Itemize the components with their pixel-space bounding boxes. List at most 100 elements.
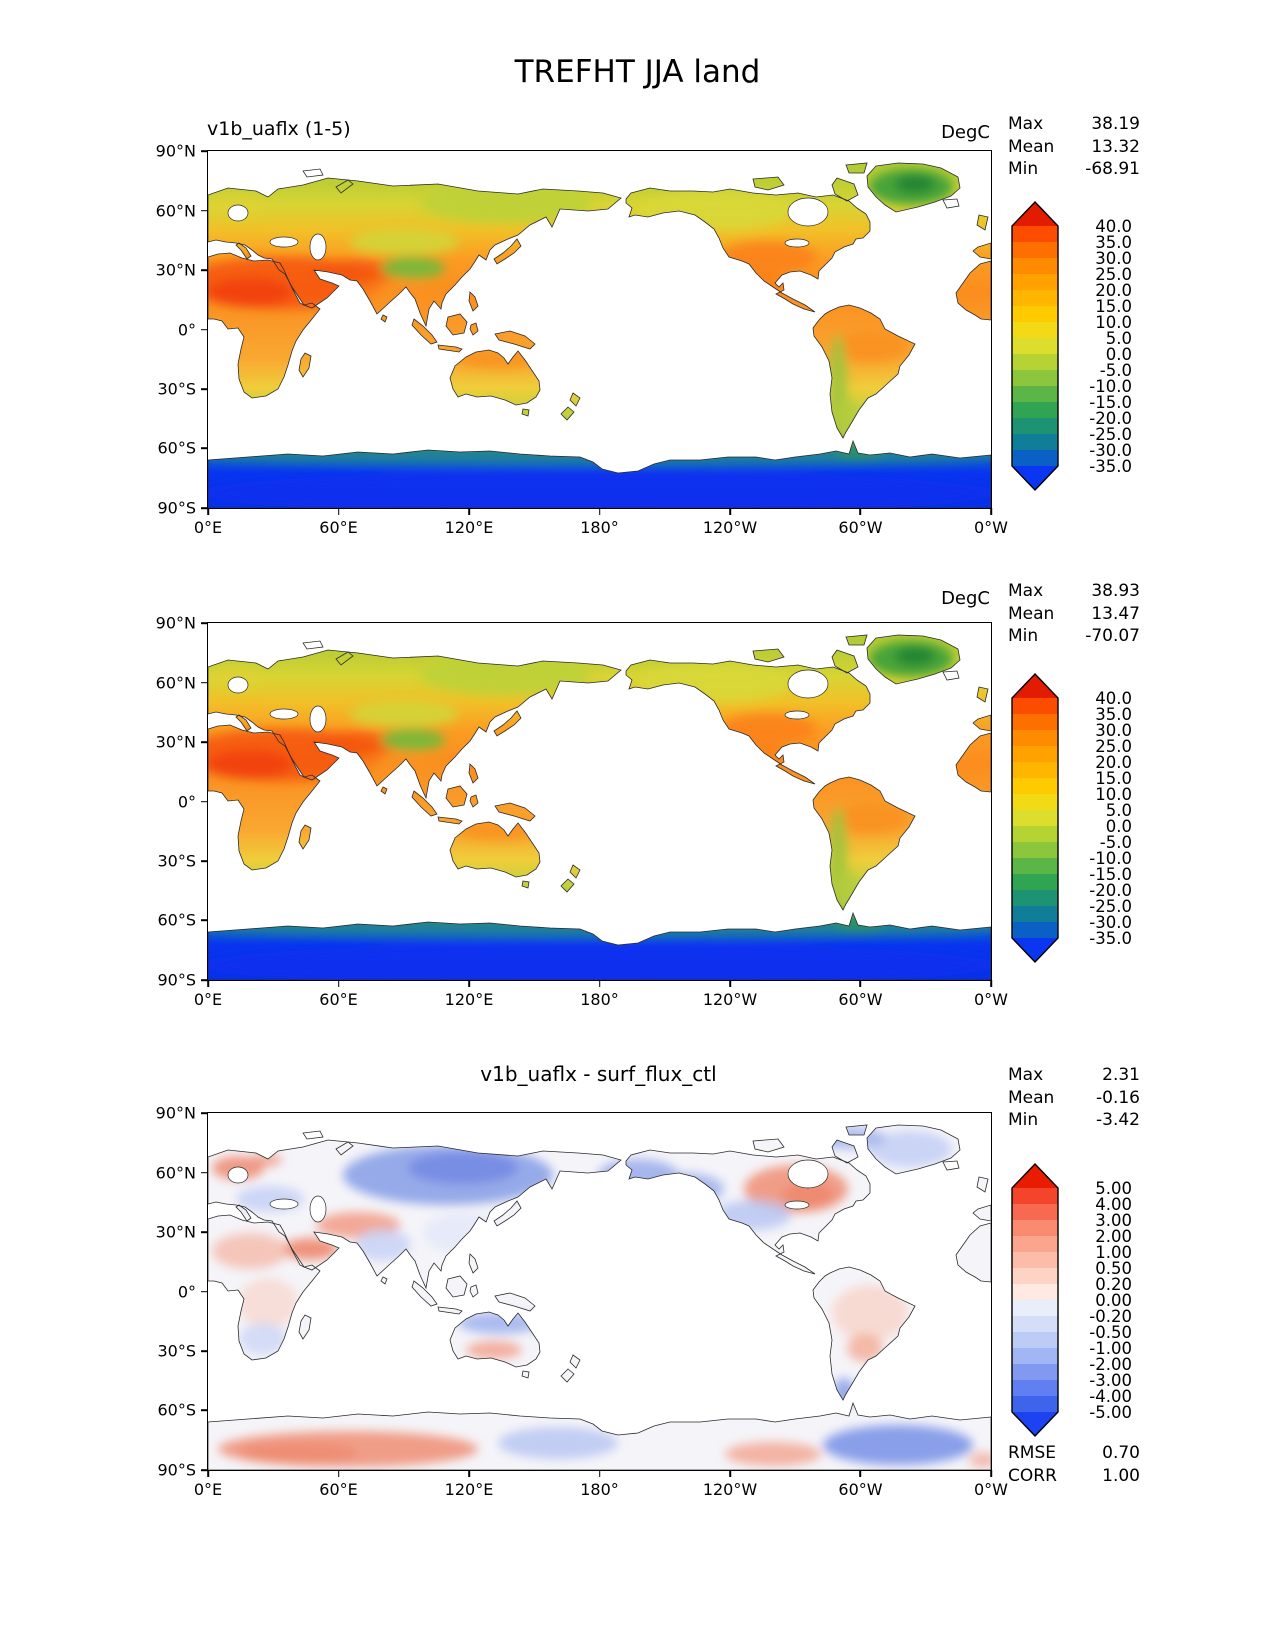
svg-text:-4.00: -4.00 [1089,1387,1132,1406]
x-axis-tick-mark [468,1470,470,1477]
panel1-map-frame: 90°N 60°N 30°N 0° 30°S 60°S 90°S 0°E 60°E 120°E 18… [156,142,1008,538]
y-axis-tick-label: 30°N [155,1222,196,1242]
panel3-extra-stats: RMSE 0.70 CORR 1.00 [1008,1442,1140,1488]
y-axis-tick-mark [201,1469,208,1471]
coastline-borneo [445,313,468,336]
y-axis-tick-mark [201,447,208,450]
coastline-victoria [752,648,785,663]
stat-label: Mean [1008,136,1055,157]
svg-text:5.0: 5.0 [1106,801,1132,820]
x-axis-tick-mark [990,1470,992,1477]
stat-value: -70.07 [1085,626,1140,646]
x-axis-tick-label: 180° [580,1480,619,1499]
island-iceland [942,1160,960,1171]
coastline-iberiaR [972,714,992,732]
svg-text:0.20: 0.20 [1095,1275,1132,1294]
x-axis-tick-mark [207,1470,209,1477]
y-axis-tick-mark [201,1231,208,1233]
svg-text:-5.0: -5.0 [1100,833,1132,852]
x-axis-tick-label: 120°W [702,1480,758,1499]
stat-label: Min [1008,159,1039,179]
stat-row: Max 38.93 [1008,580,1140,603]
x-axis-tick-mark [859,980,862,987]
coastline-africa [207,252,321,399]
coastline-iberiaR [972,1204,992,1222]
panel3-colorbar: 5.00 4.00 3.00 2.00 1.00 0.50 0.20 0.00 -0.20 -0.… [1010,1159,1160,1445]
x-axis-tick-label: 0°W [974,518,1008,537]
y-axis-tick-label: 60°S [157,910,196,930]
y-axis-tick-label: 60°S [157,438,196,458]
figure-title: TREFHT JJA land [514,54,761,90]
coastline-ukR [976,214,989,231]
y-axis-tick-mark [201,741,208,743]
svg-text:10.0: 10.0 [1095,785,1132,804]
island-iceland [942,198,960,209]
stat-label: Max [1008,114,1044,134]
y-axis-tick-label: 60°S [157,1400,196,1420]
x-axis-tick-label: 0°E [193,1480,223,1499]
coastline-nz [560,392,581,421]
x-axis-tick-mark [729,1470,731,1477]
coastline-victoria [752,176,785,191]
panel3-stats: Max 2.31 Mean -0.16 Min -3.42 [1008,1064,1140,1132]
x-axis-tick-mark [468,980,470,987]
svg-text:-35.0: -35.0 [1089,929,1132,948]
coastline-philippines [468,763,479,784]
svg-text:-15.0: -15.0 [1089,393,1132,412]
svg-text:-30.0: -30.0 [1089,441,1132,460]
x-axis-tick-label: 120°W [702,990,758,1009]
svg-text:0.0: 0.0 [1106,817,1132,836]
coastline-australia [449,349,541,406]
coastline-srilanka [380,786,388,795]
coastline-tasmania [521,408,530,417]
coastline-namerica [625,1149,871,1275]
x-axis-tick-mark [207,508,209,515]
coastline-novaya [335,179,354,194]
x-axis-tick-label: 0°E [193,990,223,1009]
y-axis-tick-label: 0° [177,1282,196,1301]
y-axis-tick-label: 0° [177,320,196,339]
coastline-ellesmere [845,1124,868,1136]
y-axis-tick-label: 30°N [155,732,196,752]
coastline-sumatra [411,318,438,345]
coastline-greenland [866,1124,961,1175]
island-svalbard [302,1130,324,1140]
svg-text:0.00: 0.00 [1095,1291,1132,1310]
x-axis-tick-label: 120°W [702,518,758,537]
coastline-japan [493,238,522,265]
y-axis-tick-label: 60°N [155,1163,196,1182]
svg-text:25.0: 25.0 [1095,737,1132,756]
panel2-units-label: DegC [941,588,990,609]
coastline-baffin [831,1139,859,1164]
coastline-namerica [625,659,871,785]
svg-text:40.0: 40.0 [1095,689,1132,708]
x-axis-tick-mark [598,508,601,515]
x-axis-tick-mark [337,980,340,987]
coastline-samerica [812,1266,916,1401]
stat-value: 13.47 [1091,603,1140,624]
x-axis-tick-mark [207,980,209,987]
x-axis-tick-mark [598,1470,601,1477]
svg-text:-0.20: -0.20 [1089,1307,1132,1326]
x-axis-tick-label: 120°E [444,990,494,1009]
coastline-srilanka [380,1276,388,1285]
x-axis-tick-label: 120°E [444,518,494,537]
stat-value: 13.32 [1091,136,1140,157]
stat-value: -0.16 [1096,1087,1140,1108]
svg-text:5.0: 5.0 [1106,329,1132,348]
x-axis-tick-mark [859,508,862,515]
svg-text:-5.00: -5.00 [1089,1403,1132,1422]
coastline-greenland [866,162,961,213]
coastline-ellesmere [845,634,868,646]
y-axis-tick-label: 60°N [155,201,196,220]
stat-label: Min [1008,1110,1039,1130]
svg-text:5.00: 5.00 [1095,1179,1132,1198]
y-axis-tick-label: 30°S [157,851,196,871]
y-axis-tick-mark [201,388,208,390]
svg-text:0.50: 0.50 [1095,1259,1132,1278]
y-axis-tick-mark [201,269,208,271]
panel1-title: v1b_uaflx (1-5) [207,118,351,140]
coastline-philippines [468,291,479,312]
island-iceland [942,670,960,681]
x-axis-tick-label: 60°E [319,990,358,1009]
